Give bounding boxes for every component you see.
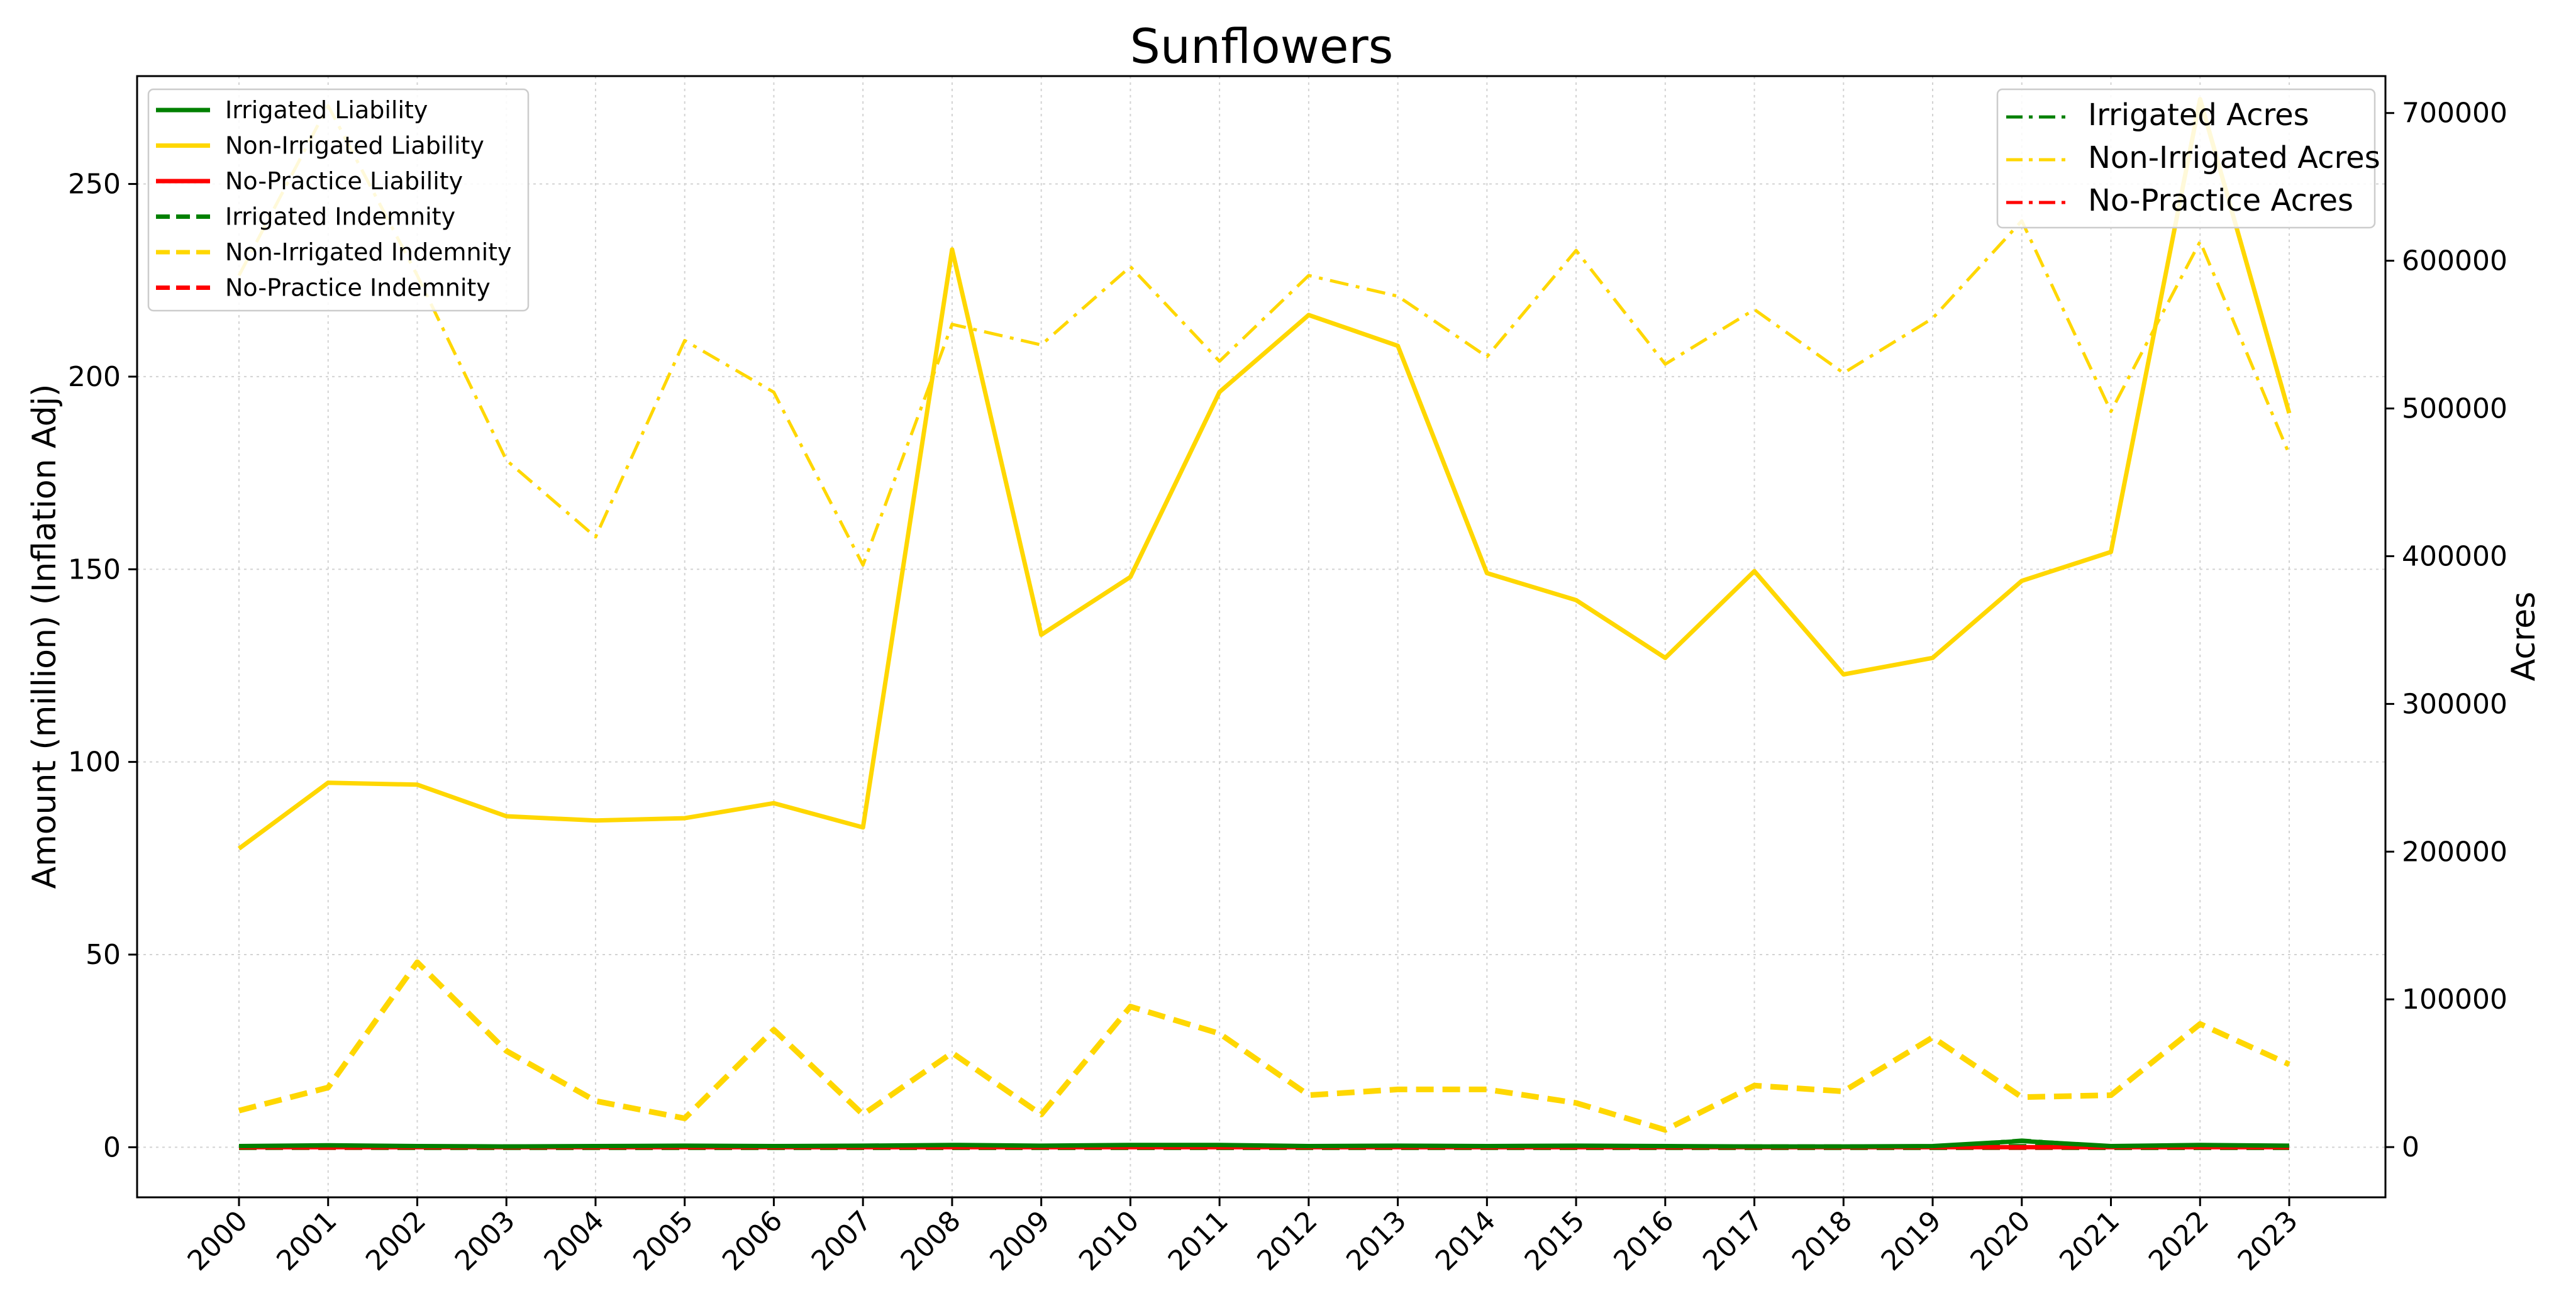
legend-label: Non-Irrigated Liability [225,132,484,160]
series-line-non-irrigated-liability [237,97,2292,851]
legend-label: Non-Irrigated Indemnity [225,238,512,266]
y-tick-label: 250 [68,169,121,201]
y-tick-label: 100 [68,746,121,779]
y2-tick-label: 0 [2402,1131,2419,1163]
series-line-non-irrigated-indemnity [238,959,2290,1133]
series-line-irrigated-liability [238,1139,2290,1149]
y2-tick-label: 500000 [2402,393,2507,425]
legend-left: Irrigated Liability Non-Irrigated Liabili… [147,88,530,312]
legend-box [147,88,530,312]
y-tick-label: 150 [68,553,121,585]
y2-axis-label: Acres [2505,592,2543,682]
legend-label: Irrigated Liability [225,96,428,124]
legend-label: Non-Irrigated Acres [2088,140,2380,175]
legend-right: Irrigated Acres Non-Irrigated Acres No-Pra… [1996,88,2380,229]
legend-box [1996,88,2376,229]
y2-tick-label: 200000 [2402,836,2507,868]
legend-label: Irrigated Indemnity [225,203,455,231]
y2-tick-label: 300000 [2402,688,2507,720]
y-axis-label: Amount (million) (Inflation Adj) [26,384,64,889]
plot-frame [136,75,2387,1199]
y-tick-label: 50 [86,939,121,971]
series-line-non-irrigated-acres [237,104,2291,567]
legend-label: No-Practice Liability [225,167,463,195]
y2-tick-label: 100000 [2402,984,2507,1016]
legend-label: Irrigated Acres [2088,97,2309,133]
legend-label: No-Practice Indemnity [225,274,491,302]
series-layer [237,97,2292,1150]
legend-label: No-Practice Acres [2088,183,2353,218]
y-tick-label: 0 [103,1131,121,1163]
chart-title: Sunflowers [1130,18,1394,74]
y-tick-label: 200 [68,361,121,393]
y2-tick-label: 700000 [2402,97,2507,130]
y2-tick-label: 600000 [2402,245,2507,277]
y2-tick-label: 400000 [2402,540,2507,572]
